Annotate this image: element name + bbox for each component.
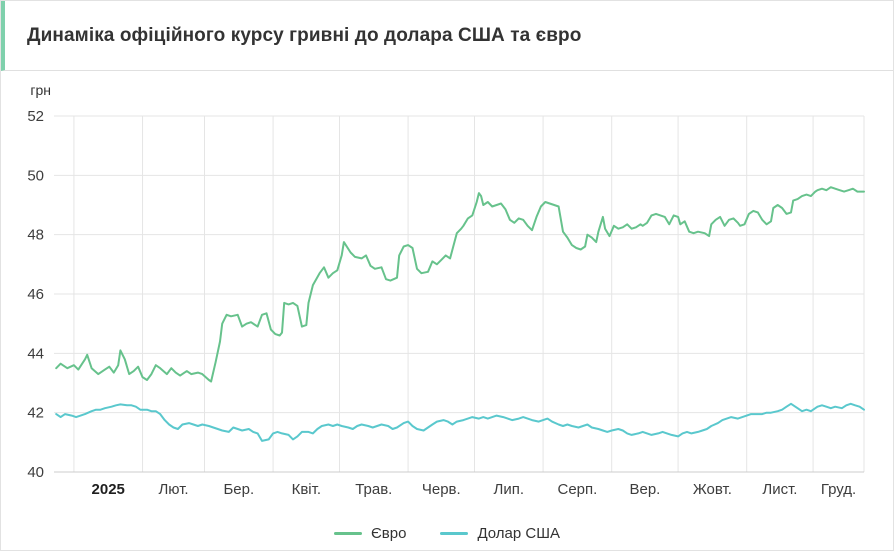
x-tick-label: Трав. — [355, 481, 392, 498]
legend-label-usd: Долар США — [477, 524, 560, 542]
usd-line[interactable] — [55, 402, 865, 442]
legend-item-euro[interactable]: Євро — [334, 525, 406, 542]
y-tick-label: 42 — [27, 405, 44, 422]
legend-item-usd[interactable]: Долар США — [440, 525, 560, 542]
chart-legend: Євро Долар США — [1, 522, 893, 550]
y-tick-label: 48 — [27, 227, 44, 244]
y-tick-label: 52 — [27, 108, 44, 125]
header: Динаміка офіційного курсу гривні до дола… — [1, 1, 893, 71]
y-tick-label: 44 — [27, 345, 44, 362]
euro-line[interactable] — [55, 186, 865, 383]
euro-line-swatch — [334, 531, 363, 535]
x-tick-label: Бер. — [223, 481, 254, 498]
y-tick-label: 50 — [27, 167, 44, 184]
page-title: Динаміка офіційного курсу гривні до дола… — [27, 24, 582, 46]
x-tick-label: Черв. — [422, 481, 461, 498]
x-tick-label: Серп. — [557, 481, 597, 498]
x-tick-label: Квіт. — [292, 481, 321, 498]
y-tick-label: 40 — [27, 464, 44, 481]
usd-line-swatch — [440, 531, 469, 535]
x-tick-label: Вер. — [629, 481, 660, 498]
x-tick-label: Лист. — [762, 481, 797, 498]
x-tick-label: 2025 — [92, 481, 125, 498]
y-axis-unit-label: грн — [30, 82, 51, 98]
y-tick-label: 46 — [27, 286, 44, 303]
x-tick-label: Жовт. — [693, 481, 732, 498]
x-tick-label: Груд. — [821, 481, 856, 498]
x-tick-label: Лют. — [158, 481, 188, 498]
exchange-rate-line-chart[interactable]: 52 50 48 46 44 42 40 грн 2025 Лют. Бер. Квіт. Трав. Ч… — [1, 71, 894, 516]
chart-region: 52 50 48 46 44 42 40 грн 2025 Лют. Бер. Квіт. Трав. Ч… — [1, 71, 893, 522]
x-tick-label: Лип. — [494, 481, 525, 498]
legend-label-euro: Євро — [371, 524, 407, 542]
